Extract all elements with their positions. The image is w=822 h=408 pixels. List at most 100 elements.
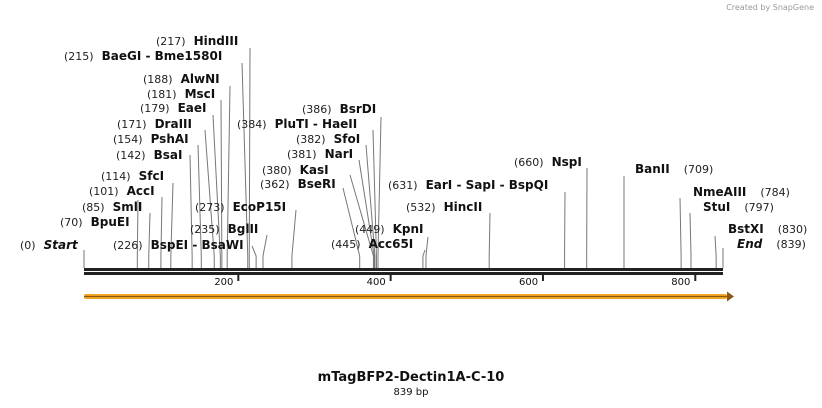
site-position: (273) xyxy=(195,201,225,214)
enzyme-label[interactable]: (154) PshAI xyxy=(113,132,189,147)
enzyme-label[interactable]: End (839) xyxy=(737,237,806,252)
enzyme-name: SmlI xyxy=(112,200,143,214)
map-title: mTagBFP2-Dectin1A-C-10 xyxy=(317,370,505,385)
enzyme-label[interactable]: (445) Acc65I xyxy=(331,237,413,252)
enzyme-label[interactable]: (181) MscI xyxy=(147,87,215,102)
enzyme-name: EaeI xyxy=(177,101,207,115)
cut-site-line xyxy=(262,234,268,268)
site-position: (386) xyxy=(302,103,332,116)
site-position: (181) xyxy=(147,88,177,101)
enzyme-name: HincII xyxy=(443,200,483,214)
site-position: (380) xyxy=(262,164,292,177)
enzyme-name: KpnI xyxy=(392,222,424,236)
enzyme-name: EcoP15I xyxy=(232,200,287,214)
enzyme-label[interactable]: (660) NspI xyxy=(514,155,582,170)
site-position: (532) xyxy=(406,201,436,214)
site-position: (830) xyxy=(777,223,808,236)
cut-site-line xyxy=(148,212,151,268)
cut-site-line xyxy=(365,144,376,268)
enzyme-label[interactable]: (235) BglII xyxy=(190,222,258,237)
site-position: (784) xyxy=(760,186,790,199)
enzyme-label[interactable]: (449) KpnI xyxy=(355,222,424,237)
site-position: (114) xyxy=(101,170,131,183)
enzyme-label[interactable]: (114) SfcI xyxy=(101,169,164,184)
site-position: (797) xyxy=(744,201,774,214)
enzyme-label[interactable]: StuI (797) xyxy=(703,200,774,215)
snapgene-credit: Created by SnapGene xyxy=(726,3,814,12)
enzyme-label[interactable]: (188) AlwNI xyxy=(143,72,220,87)
enzyme-label[interactable]: (215) BaeGI - Bme1580I xyxy=(64,49,222,64)
dna-strand-bottom xyxy=(84,272,723,275)
enzyme-label[interactable]: (179) EaeI xyxy=(140,101,207,116)
enzyme-name: NarI xyxy=(324,147,354,161)
cut-site-line xyxy=(342,187,361,268)
site-position: (215) xyxy=(64,50,94,63)
enzyme-name: BglII xyxy=(227,222,259,236)
enzyme-label[interactable]: (381) NarI xyxy=(287,147,353,162)
enzyme-name: BsaI xyxy=(153,148,183,162)
enzyme-name: PshAI xyxy=(150,132,189,146)
site-position: (101) xyxy=(89,185,119,198)
enzyme-name: Start xyxy=(43,238,78,252)
enzyme-label[interactable]: (0) Start xyxy=(20,238,78,253)
cut-site-line xyxy=(372,129,377,268)
site-position: (188) xyxy=(143,73,173,86)
enzyme-name: EarI - SapI - BspQI xyxy=(425,178,549,192)
cut-site-line xyxy=(170,182,174,268)
enzyme-label[interactable]: (362) BseRI xyxy=(260,177,336,192)
dna-strand-top xyxy=(84,268,723,271)
cut-site-line xyxy=(349,174,374,268)
enzyme-label[interactable]: (70) BpuEI xyxy=(60,215,130,230)
enzyme-label[interactable]: (142) BsaI xyxy=(116,148,182,163)
enzyme-name: BanII xyxy=(635,162,670,176)
enzyme-label[interactable]: (226) BspEI - BsaWI xyxy=(113,238,244,253)
enzyme-label[interactable]: BstXI (830) xyxy=(728,222,807,237)
cut-site-line xyxy=(220,99,223,268)
site-position: (235) xyxy=(190,223,220,236)
site-position: (154) xyxy=(113,133,143,146)
arrow-head-icon xyxy=(727,291,734,302)
enzyme-name: BaeGI - Bme1580I xyxy=(101,49,223,63)
site-position: (660) xyxy=(514,156,544,169)
enzyme-label[interactable]: NmeAIII (784) xyxy=(693,185,790,200)
enzyme-label[interactable]: (273) EcoP15I xyxy=(195,200,286,215)
site-position: (839) xyxy=(776,238,806,251)
enzyme-label[interactable]: (101) AccI xyxy=(89,184,155,199)
cut-site-line xyxy=(425,236,429,268)
enzyme-label[interactable]: (85) SmlI xyxy=(82,200,142,215)
enzyme-name: BsrDI xyxy=(339,102,377,116)
enzyme-label[interactable]: (631) EarI - SapI - BspQI xyxy=(388,178,548,193)
enzyme-name: SfcI xyxy=(138,169,165,183)
enzyme-name: End xyxy=(737,237,763,251)
enzyme-label[interactable]: (171) DraIII xyxy=(117,117,192,132)
enzyme-label[interactable]: (382) SfoI xyxy=(296,132,360,147)
cut-site-line xyxy=(212,114,221,268)
enzyme-label[interactable]: (380) KasI xyxy=(262,163,329,178)
cut-site-line xyxy=(291,209,297,268)
enzyme-name: PluTI - HaeII xyxy=(274,117,358,131)
site-position: (0) xyxy=(20,239,36,252)
cut-site-line xyxy=(241,62,249,268)
site-position: (381) xyxy=(287,148,317,161)
site-position: (217) xyxy=(156,35,186,48)
tick-label: 400 xyxy=(366,277,386,288)
enzyme-label[interactable]: (532) HincII xyxy=(406,200,482,215)
cut-site-line xyxy=(358,159,375,268)
enzyme-label[interactable]: (217) HindIII xyxy=(156,34,238,49)
enzyme-label[interactable]: (384) PluTI - HaeII xyxy=(237,117,357,132)
site-position: (631) xyxy=(388,179,418,192)
tick-label: 800 xyxy=(671,277,691,288)
enzyme-name: NspI xyxy=(551,155,582,169)
enzyme-label[interactable]: (386) BsrDI xyxy=(302,102,376,117)
enzyme-label[interactable]: BanII (709) xyxy=(635,162,713,177)
site-position: (70) xyxy=(60,216,83,229)
cut-site-line xyxy=(679,197,682,268)
site-position: (709) xyxy=(683,163,714,176)
site-position: (384) xyxy=(237,118,267,131)
enzyme-name: SfoI xyxy=(333,132,361,146)
tick-label: 200 xyxy=(214,277,234,288)
enzyme-name: MscI xyxy=(184,87,216,101)
enzyme-name: BspEI - BsaWI xyxy=(150,238,244,252)
site-position: (445) xyxy=(331,238,361,251)
